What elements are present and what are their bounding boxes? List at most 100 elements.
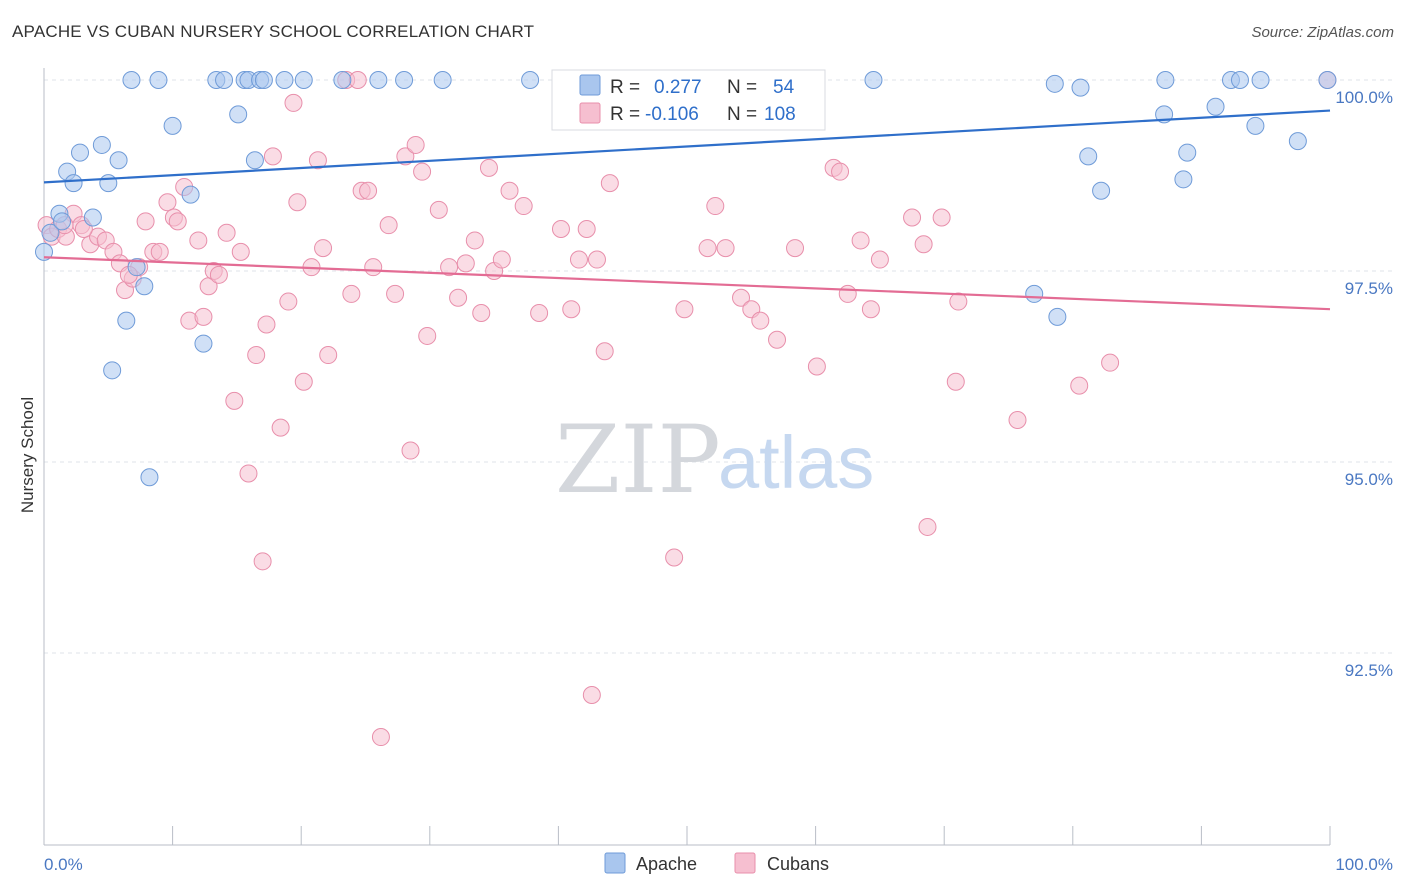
cubans-point [949, 292, 968, 311]
cubans-point [465, 231, 484, 250]
trend-lines [43, 109, 1331, 311]
apache-point [864, 71, 883, 89]
cubans-point [239, 464, 258, 483]
y-axis-title: Nursery School [18, 397, 37, 513]
cubans-point [440, 258, 459, 277]
apache-point [333, 71, 352, 89]
cubans-point [231, 242, 250, 261]
cubans-series-label: Cubans [767, 854, 829, 874]
watermark: ZIP atlas [555, 406, 874, 515]
apache-point [99, 174, 118, 193]
cubans-point [946, 372, 965, 391]
apache-point [1045, 74, 1064, 93]
x-tick-label-max: 100.0% [1335, 855, 1393, 874]
apache-point [149, 71, 168, 89]
cubans-point [136, 212, 155, 231]
apache-point [53, 212, 72, 231]
cubans-point [751, 311, 770, 330]
cubans-point [903, 208, 922, 227]
cubans-point [716, 239, 735, 258]
apache-trend-line [43, 109, 1331, 184]
grid-lines [44, 79, 1393, 654]
cubans-point [932, 208, 951, 227]
apache-point [92, 135, 111, 154]
apache-point [35, 242, 53, 261]
apache-point [215, 71, 234, 89]
cubans-point [257, 315, 276, 334]
apache-point [521, 71, 540, 89]
apache-point [275, 71, 294, 89]
cubans-legend-swatch [579, 102, 601, 124]
apache-point [229, 105, 248, 124]
apache-point [64, 174, 83, 193]
apache-point [122, 71, 141, 89]
cubans-point [492, 250, 511, 269]
cubans-point [698, 239, 717, 258]
cubans-point [530, 304, 549, 323]
apache-r-value: 0.277 [654, 77, 702, 98]
cubans-point [577, 219, 596, 238]
cubans-point [418, 326, 437, 345]
y-tick-label: 100.0% [1335, 88, 1393, 107]
cubans-point [194, 307, 213, 326]
cubans-point [587, 250, 606, 269]
apache-point [1318, 71, 1337, 89]
apache-point [109, 151, 128, 170]
apache-point [1288, 132, 1307, 151]
apache-n-value: 54 [773, 77, 795, 98]
apache-point [41, 223, 60, 242]
cubans-point [838, 284, 857, 303]
apache-series-swatch [604, 852, 626, 874]
cubans-point [456, 254, 475, 273]
cubans-point [449, 288, 468, 307]
cubans-r-label: R = [610, 104, 640, 125]
cubans-point [600, 174, 619, 193]
apache-point [1092, 181, 1111, 200]
cubans-point [1101, 353, 1120, 372]
apache-point [1174, 170, 1193, 189]
apache-point [1251, 71, 1270, 89]
cubans-point [371, 728, 390, 747]
apache-point [1079, 147, 1098, 166]
cubans-point [364, 258, 383, 277]
apache-point [194, 334, 213, 353]
cubans-point [308, 151, 327, 170]
cubans-point [253, 552, 272, 571]
cubans-point [595, 342, 614, 361]
cubans-point [413, 162, 432, 181]
cubans-point [294, 372, 313, 391]
apache-series-label: Apache [636, 854, 697, 874]
cubans-point [314, 239, 333, 258]
apache-point [1071, 78, 1090, 97]
cubans-point [150, 242, 169, 261]
cubans-point [732, 288, 751, 307]
cubans-point [225, 391, 244, 410]
apache-point [1230, 71, 1249, 89]
cubans-n-label: N = [727, 104, 757, 125]
apache-n-label: N = [727, 77, 757, 98]
cubans-point [319, 346, 338, 365]
apache-point [1156, 71, 1175, 89]
cubans-point [569, 250, 588, 269]
cubans-point [472, 304, 491, 323]
apache-point [127, 258, 146, 277]
cubans-r-value: -0.106 [645, 104, 699, 125]
series-legend: Apache Cubans [604, 852, 829, 874]
apache-point [140, 468, 159, 487]
cubans-point [342, 284, 361, 303]
cubans-point [831, 162, 850, 181]
cubans-point [514, 197, 533, 216]
apache-point [433, 71, 452, 89]
apache-r-label: R = [610, 77, 640, 98]
cubans-point [279, 292, 298, 311]
x-ticks [43, 826, 1331, 845]
cubans-point [284, 93, 303, 112]
apache-point [181, 185, 200, 204]
cubans-point [271, 418, 290, 437]
cubans-point [914, 235, 933, 254]
apache-point [1246, 116, 1265, 135]
stats-legend: R = 0.277 N = 54 R = -0.106 N = 108 [551, 69, 826, 131]
y-tick-label: 95.0% [1345, 470, 1393, 489]
cubans-point [247, 346, 266, 365]
